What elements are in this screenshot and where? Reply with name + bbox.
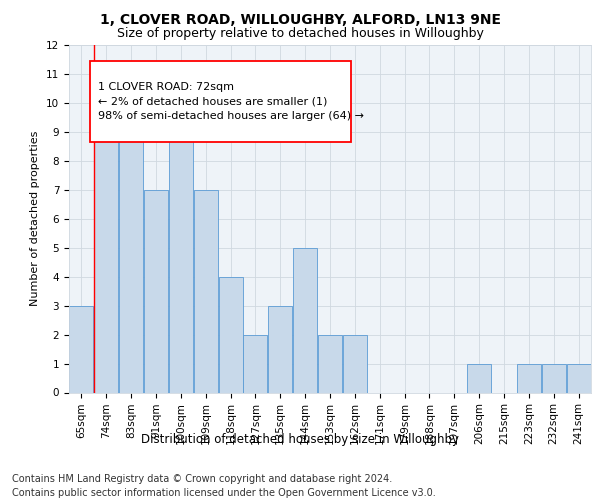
Bar (70, 306, 94, 392)
Bar (542, 364, 566, 392)
Bar (268, 306, 292, 392)
Bar (293, 248, 317, 392)
Text: Contains HM Land Registry data © Crown copyright and database right 2024.: Contains HM Land Registry data © Crown c… (12, 474, 392, 484)
Y-axis label: Number of detached properties: Number of detached properties (31, 131, 40, 306)
Bar (318, 334, 342, 392)
Bar (244, 334, 268, 392)
Bar (467, 364, 491, 392)
Text: Distribution of detached houses by size in Willoughby: Distribution of detached houses by size … (141, 432, 459, 446)
Bar (169, 103, 193, 393)
Bar (144, 190, 168, 392)
Bar (94, 132, 118, 392)
Bar (194, 190, 218, 392)
Text: Contains public sector information licensed under the Open Government Licence v3: Contains public sector information licen… (12, 488, 436, 498)
Bar (566, 364, 590, 392)
Bar (119, 132, 143, 392)
Bar (343, 334, 367, 392)
Bar (218, 276, 242, 392)
FancyBboxPatch shape (90, 60, 351, 142)
Text: 1 CLOVER ROAD: 72sqm
← 2% of detached houses are smaller (1)
98% of semi-detache: 1 CLOVER ROAD: 72sqm ← 2% of detached ho… (98, 82, 364, 122)
Text: Size of property relative to detached houses in Willoughby: Size of property relative to detached ho… (116, 28, 484, 40)
Text: 1, CLOVER ROAD, WILLOUGHBY, ALFORD, LN13 9NE: 1, CLOVER ROAD, WILLOUGHBY, ALFORD, LN13… (100, 12, 500, 26)
Bar (517, 364, 541, 392)
